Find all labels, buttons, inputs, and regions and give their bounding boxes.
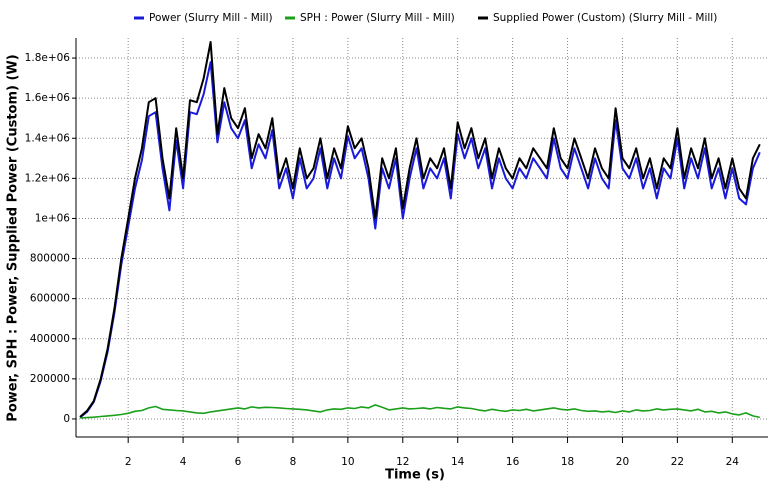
legend-label: Supplied Power (Custom) (Slurry Mill - M… [493,12,717,24]
y-tick-label: 400000 [30,333,70,345]
x-tick-label: 12 [396,456,409,468]
y-tick-label: 0 [63,413,70,425]
x-tick-label: 24 [726,456,740,468]
legend-label: SPH : Power (Slurry Mill - Mill) [300,12,455,24]
y-tick-label: 1e+06 [35,212,71,224]
legend-label: Power (Slurry Mill - Mill) [149,12,273,24]
series-line [79,61,761,419]
y-tick-label: 200000 [30,373,70,385]
y-tick-label: 800000 [30,253,70,265]
x-tick-label: 8 [290,456,297,468]
x-tick-label: 16 [506,456,520,468]
x-tick-label: 22 [671,456,684,468]
y-tick-label: 1.2e+06 [25,172,71,184]
x-tick-label: 14 [451,456,465,468]
x-tick-label: 20 [616,456,629,468]
series-line [79,41,761,418]
x-tick-label: 6 [235,456,242,468]
y-tick-label: 1.4e+06 [25,132,71,144]
x-tick-label: 18 [561,456,574,468]
x-tick-label: 4 [180,456,187,468]
y-axis-label: Power, SPH : Power, Supplied Power (Cust… [6,54,21,421]
y-tick-label: 1.6e+06 [25,92,71,104]
x-tick-label: 2 [125,456,132,468]
x-tick-label: 10 [341,456,354,468]
x-axis-label: Time (s) [385,468,445,483]
y-tick-label: 1.8e+06 [25,52,71,64]
series-line [80,404,760,419]
y-tick-label: 600000 [30,293,70,305]
